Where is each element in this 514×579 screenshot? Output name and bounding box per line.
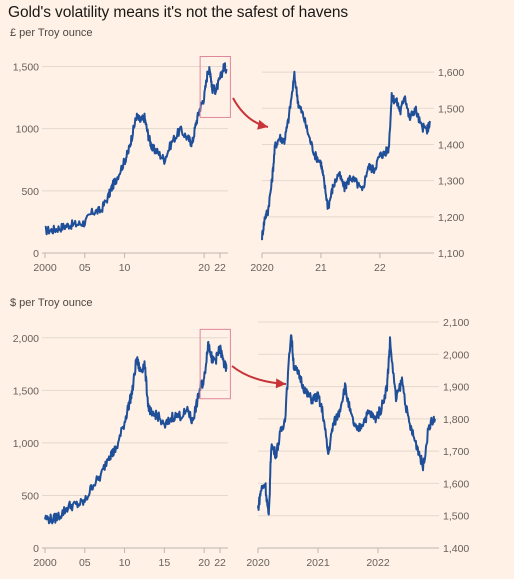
y-tick-label: 1,500 [443,511,469,523]
y-tick-label: 1,100 [438,248,464,260]
x-tick-label: 2000 [33,557,57,569]
y-tick-label: 500 [21,186,39,198]
x-tick-label: 22 [214,557,226,569]
y-tick-label: 1,200 [438,212,464,224]
y-tick-label: 1,500 [13,385,39,397]
unit-label-usd: $ per Troy ounce [10,297,93,309]
y-tick-label: 1,000 [13,438,39,450]
highlight-box [199,328,231,400]
price-series-line [261,70,431,241]
chart-title: Gold's volatility means it's not the saf… [8,4,349,21]
y-tick-label: 0 [33,248,39,260]
y-tick-label: 2,000 [13,333,39,345]
y-tick-label: 1,700 [443,446,469,458]
x-tick-label: 2000 [33,262,57,274]
y-tick-label: 0 [33,543,39,555]
y-tick-label: 1,400 [438,139,464,151]
x-tick-label: 15 [159,557,171,569]
x-tick-label: 2022 [366,557,390,569]
y-tick-label: 2,000 [443,349,469,361]
price-series-line [257,334,436,516]
x-tick-label: 05 [79,262,91,274]
zoom-arrow-top [232,97,269,128]
y-tick-label: 2,100 [443,317,469,329]
x-tick-label: 22 [374,262,386,274]
y-tick-label: 1,600 [438,67,464,79]
x-tick-label: 2020 [250,262,274,274]
y-tick-label: 1,400 [443,543,469,555]
y-tick-label: 1,500 [438,103,464,115]
y-tick-label: 1,300 [438,176,464,188]
unit-label-gbp: £ per Troy ounce [10,27,93,39]
x-tick-label: 22 [214,262,226,274]
x-tick-label: 10 [119,557,131,569]
y-tick-label: 1,500 [13,61,39,73]
x-tick-label: 2021 [306,557,330,569]
zoom-arrow-bottom-head [275,378,286,389]
price-series-line [44,340,228,525]
x-tick-label: 21 [315,262,327,274]
x-tick-label: 20 [198,262,210,274]
y-tick-label: 500 [21,490,39,502]
y-tick-label: 1,800 [443,414,469,426]
x-tick-label: 2020 [246,557,270,569]
y-tick-label: 1000 [16,124,40,136]
x-tick-label: 10 [119,262,131,274]
x-tick-label: 05 [79,557,91,569]
zoom-arrow-top-head [257,119,268,130]
price-series-line [44,62,228,236]
y-tick-label: 1,900 [443,382,469,394]
highlight-box [199,55,231,118]
y-tick-label: 1,600 [443,478,469,490]
x-tick-label: 20 [198,557,210,569]
